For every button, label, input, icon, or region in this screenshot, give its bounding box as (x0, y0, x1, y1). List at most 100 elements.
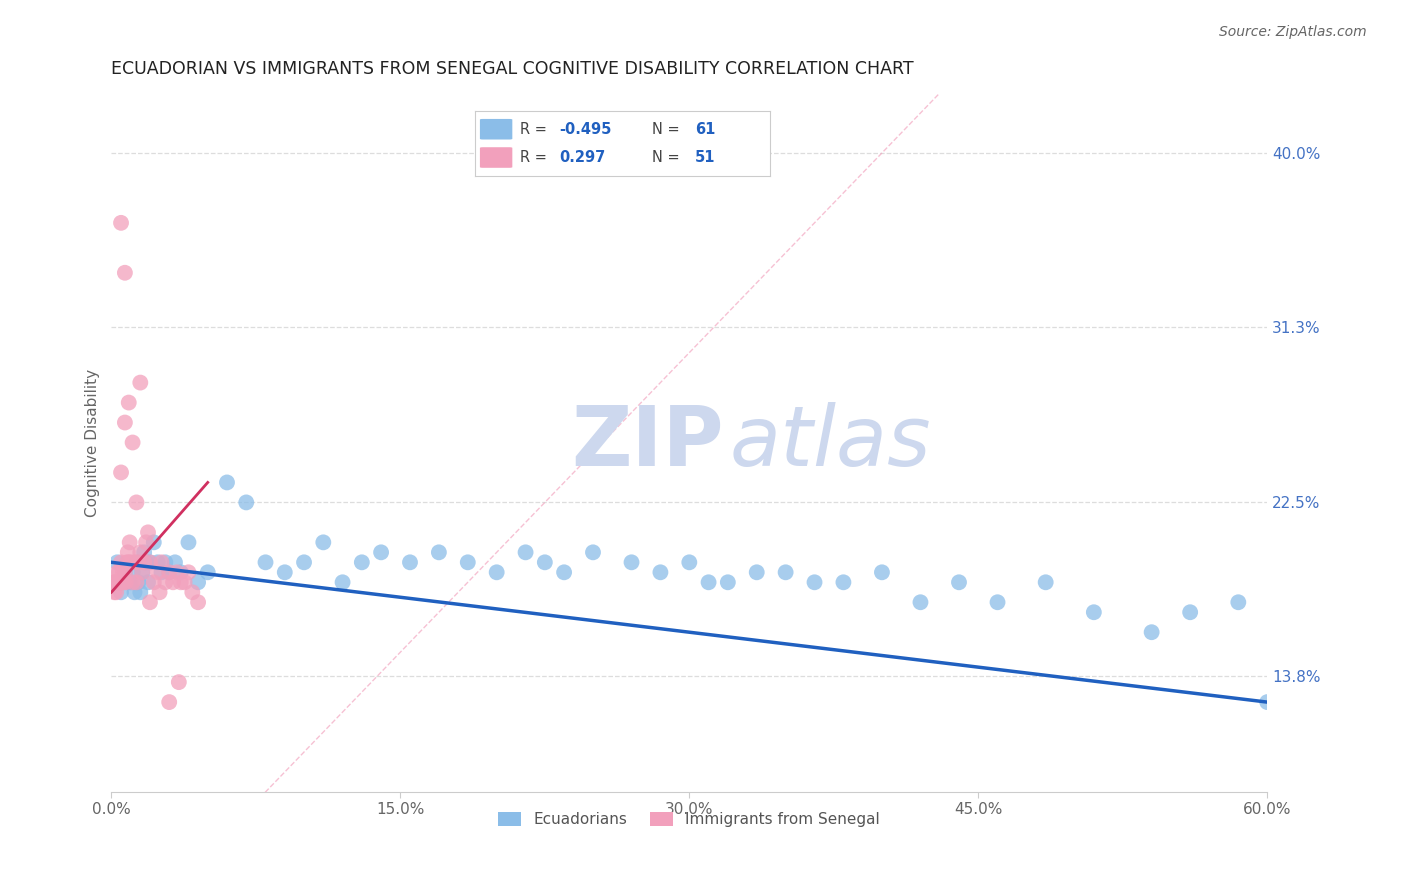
Point (803, 575, 825, 590)
Point (142, 535, 165, 549)
Point (105, 585, 128, 599)
Point (1256, 695, 1278, 709)
Point (117, 545, 139, 559)
Point (697, 575, 720, 590)
Point (870, 566, 893, 580)
Point (177, 566, 200, 580)
Point (553, 566, 575, 580)
Point (131, 566, 153, 580)
Point (118, 395, 141, 409)
Point (910, 595, 932, 609)
Point (146, 566, 169, 580)
Point (399, 555, 422, 569)
Point (131, 566, 153, 580)
Point (775, 566, 797, 580)
Point (121, 566, 143, 580)
Point (111, 566, 134, 580)
Text: atlas: atlas (730, 402, 931, 483)
Point (110, 585, 132, 599)
Point (197, 566, 219, 580)
Point (215, 475, 238, 490)
Point (832, 575, 855, 590)
Point (120, 575, 142, 590)
Point (125, 555, 148, 569)
Point (717, 575, 740, 590)
Point (162, 575, 184, 590)
Point (139, 595, 162, 609)
Text: Source: ZipAtlas.com: Source: ZipAtlas.com (1219, 25, 1367, 39)
Point (108, 575, 131, 590)
Y-axis label: Cognitive Disability: Cognitive Disability (86, 368, 100, 516)
Point (181, 585, 204, 599)
Point (129, 376, 152, 390)
Point (114, 566, 136, 580)
Point (150, 566, 173, 580)
Point (142, 575, 165, 590)
Point (110, 555, 132, 569)
Text: ZIP: ZIP (571, 402, 724, 483)
Point (155, 555, 177, 569)
Point (170, 566, 193, 580)
Point (136, 575, 159, 590)
Point (139, 555, 162, 569)
Point (114, 566, 136, 580)
Point (103, 585, 125, 599)
Point (170, 575, 193, 590)
Point (127, 575, 149, 590)
Point (167, 675, 190, 690)
Point (108, 566, 131, 580)
Point (118, 535, 141, 549)
Point (124, 555, 146, 569)
Point (104, 575, 127, 590)
Point (120, 555, 142, 569)
Point (118, 555, 141, 569)
Point (134, 545, 156, 559)
Legend: Ecuadorians, Immigrants from Senegal: Ecuadorians, Immigrants from Senegal (492, 806, 886, 833)
Point (678, 555, 700, 569)
Point (485, 566, 508, 580)
Point (173, 575, 195, 590)
Point (150, 555, 173, 569)
Point (114, 416, 136, 430)
Point (105, 566, 128, 580)
Point (163, 555, 186, 569)
Point (112, 575, 135, 590)
Point (515, 545, 537, 559)
Point (135, 535, 157, 549)
Point (157, 566, 180, 580)
Point (948, 575, 970, 590)
Point (139, 555, 162, 569)
Point (125, 495, 148, 509)
Point (582, 545, 605, 559)
Point (121, 575, 143, 590)
Point (157, 695, 180, 709)
Point (650, 566, 672, 580)
Point (292, 555, 315, 569)
Point (187, 595, 209, 609)
Point (118, 575, 141, 590)
Point (110, 216, 132, 230)
Point (534, 555, 557, 569)
Point (157, 566, 180, 580)
Point (105, 555, 128, 569)
Point (986, 595, 1008, 609)
Point (127, 555, 149, 569)
Point (107, 575, 129, 590)
Point (121, 435, 143, 450)
Point (1083, 605, 1105, 619)
Point (427, 545, 450, 559)
Point (1227, 595, 1250, 609)
Point (166, 566, 188, 580)
Point (146, 555, 169, 569)
Point (129, 545, 152, 559)
Point (1178, 605, 1201, 619)
Point (235, 495, 257, 509)
Point (254, 555, 277, 569)
Point (1035, 575, 1057, 590)
Point (350, 555, 373, 569)
Point (110, 466, 132, 480)
Text: ECUADORIAN VS IMMIGRANTS FROM SENEGAL COGNITIVE DISABILITY CORRELATION CHART: ECUADORIAN VS IMMIGRANTS FROM SENEGAL CO… (111, 60, 914, 78)
Point (457, 555, 479, 569)
Point (124, 585, 146, 599)
Point (111, 575, 134, 590)
